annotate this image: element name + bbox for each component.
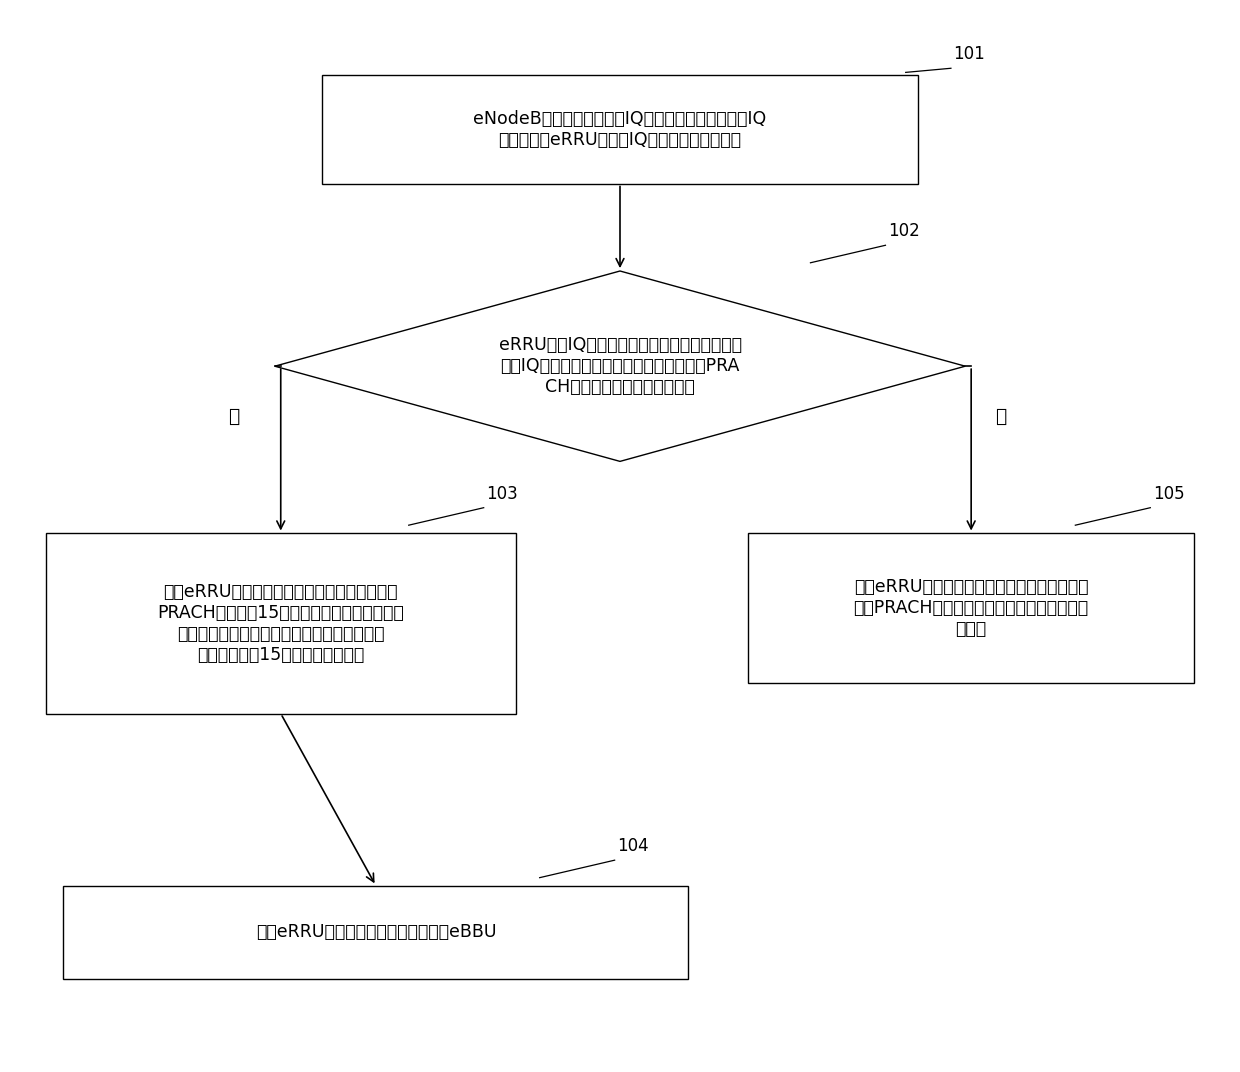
Text: 105: 105 bbox=[1153, 485, 1184, 503]
Text: 所述eRRU对判断出的不是需要进行预定量化处
理的PRACH信息或业务信道的数据信息进行丢
弃处理: 所述eRRU对判断出的不是需要进行预定量化处 理的PRACH信息或业务信道的数据… bbox=[853, 578, 1089, 638]
Text: 所述eRRU将量化处理后的数据发送给eBBU: 所述eRRU将量化处理后的数据发送给eBBU bbox=[255, 923, 496, 941]
Text: 103: 103 bbox=[486, 485, 518, 503]
Text: eNodeB的各天线分别接收IQ数据，并将各自接收的IQ
数据发送给eRRU，所述IQ数据中携带时频信息: eNodeB的各天线分别接收IQ数据，并将各自接收的IQ 数据发送给eRRU，所… bbox=[474, 110, 766, 149]
Text: 101: 101 bbox=[954, 45, 985, 63]
Text: eRRU根据IQ数据携带的时频信息判断各天线发
来的IQ数据是否为需要进行预定量化处理的PRA
CH信息或业务信道的数据信息: eRRU根据IQ数据携带的时频信息判断各天线发 来的IQ数据是否为需要进行预定量… bbox=[498, 337, 742, 396]
Text: 是: 是 bbox=[228, 407, 239, 427]
Text: 104: 104 bbox=[618, 837, 649, 855]
FancyBboxPatch shape bbox=[63, 885, 688, 979]
Text: 否: 否 bbox=[994, 407, 1006, 427]
Text: 102: 102 bbox=[888, 222, 920, 240]
FancyBboxPatch shape bbox=[748, 534, 1194, 683]
FancyBboxPatch shape bbox=[322, 75, 918, 183]
Text: 所述eRRU将判断出的需要进行预定量化处理的
PRACH信息采用15比特进行量化处理；将判断
出的需要进行预定量化处理的业务信道的数据
信息采用小于15比特进行: 所述eRRU将判断出的需要进行预定量化处理的 PRACH信息采用15比特进行量化… bbox=[157, 583, 404, 664]
Polygon shape bbox=[275, 271, 965, 461]
FancyBboxPatch shape bbox=[46, 534, 516, 714]
